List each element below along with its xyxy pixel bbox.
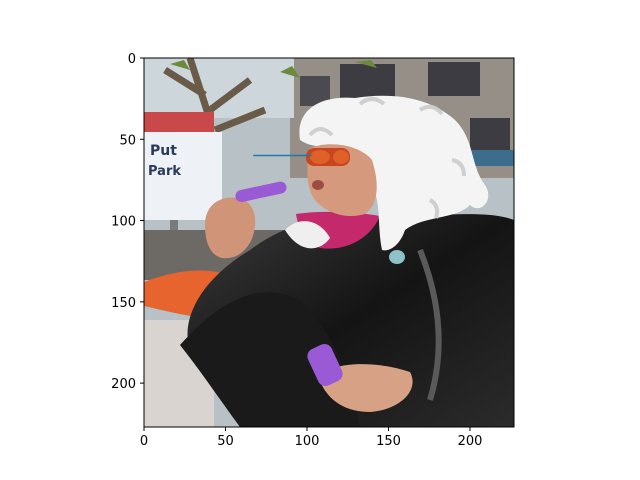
- axes-frame: [143, 57, 515, 428]
- y-tick-label: 100: [111, 215, 136, 230]
- y-tick-label: 50: [119, 133, 136, 148]
- photo: Put Park: [144, 58, 514, 427]
- y-axis-ticks: 0 50 100 150 200: [111, 52, 144, 392]
- raised-hand: [205, 197, 256, 259]
- y-tick-label: 0: [128, 52, 136, 67]
- x-tick-label: 0: [140, 434, 148, 449]
- robe-sleeve: [180, 292, 360, 427]
- bubble-bottle-lower: [307, 344, 343, 386]
- wig-lower-curls: [285, 221, 330, 249]
- sunglasses-lens: [333, 150, 349, 164]
- x-axis-ticks: 0 50 100 150 200: [140, 427, 483, 449]
- pin-badge: [389, 250, 405, 264]
- building-window: [428, 62, 480, 96]
- y-tick-label: 150: [111, 296, 136, 311]
- building-window: [340, 64, 395, 98]
- white-wig: [299, 95, 489, 251]
- x-tick-label: 50: [217, 434, 234, 449]
- robe-highlight: [417, 248, 442, 401]
- x-tick-label: 100: [295, 434, 320, 449]
- sunglasses-lens: [310, 150, 330, 164]
- sky-gap: [144, 58, 294, 118]
- x-tick-label: 150: [376, 434, 401, 449]
- sign-text: Park: [148, 164, 181, 179]
- street-sign: [144, 132, 222, 220]
- wig-curls: [308, 97, 466, 219]
- x-tick-label: 200: [458, 434, 483, 449]
- sign-text: Put: [150, 143, 177, 159]
- building-window: [470, 118, 510, 152]
- y-tick-label: 200: [111, 377, 136, 392]
- mouth: [312, 180, 324, 190]
- bubble-bottle: [235, 181, 287, 202]
- sign-stripe: [144, 112, 214, 132]
